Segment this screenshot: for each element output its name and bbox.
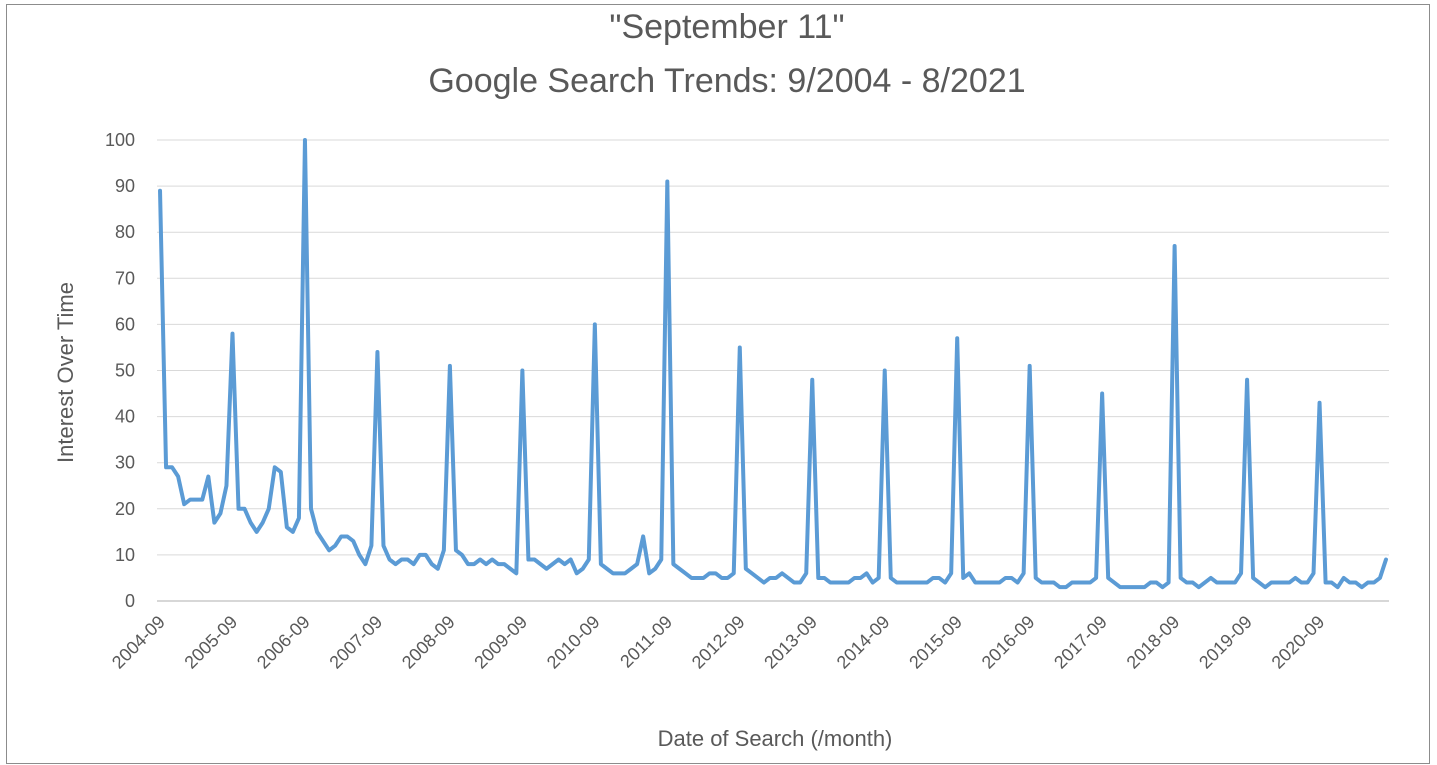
- x-tick-label: 2015-09: [905, 612, 966, 673]
- y-tick-label: 20: [115, 499, 135, 519]
- x-tick-label: 2007-09: [325, 612, 386, 673]
- x-tick-label: 2006-09: [253, 612, 314, 673]
- x-tick-label: 2011-09: [616, 612, 676, 672]
- x-axis-ticks: 2004-09 2005-09 2006-09 2007-09 2008-09 2009-…: [108, 612, 1328, 673]
- y-axis-label: Interest Over Time: [53, 282, 78, 463]
- series-group: [158, 138, 1388, 590]
- series-line: [158, 138, 1388, 590]
- x-tick-label: 2018-09: [1123, 612, 1184, 673]
- y-tick-label: 40: [115, 407, 135, 427]
- y-axis-ticks: 0 10 20 30 40 50 60 70 80 90 100: [105, 130, 135, 611]
- x-tick-label: 2012-09: [688, 612, 749, 673]
- chart-title: "September 11": [609, 8, 844, 46]
- x-tick-label: 2016-09: [978, 612, 1039, 673]
- x-tick-label: 2005-09: [180, 612, 241, 673]
- x-tick-label: 2010-09: [543, 612, 604, 673]
- y-tick-label: 10: [115, 545, 135, 565]
- x-tick-label: 2004-09: [108, 612, 169, 673]
- x-tick-label: 2019-09: [1195, 612, 1256, 673]
- x-tick-label: 2013-09: [760, 612, 821, 673]
- y-tick-label: 80: [115, 222, 135, 242]
- y-tick-label: 30: [115, 453, 135, 473]
- gridlines: [157, 139, 1389, 556]
- y-tick-label: 60: [115, 314, 135, 334]
- x-tick-label: 2014-09: [833, 612, 894, 673]
- x-tick-label: 2009-09: [470, 612, 531, 673]
- y-tick-label: 70: [115, 268, 135, 288]
- line-chart: "September 11" Google Search Trends: 9/2…: [53, 8, 1389, 751]
- y-tick-label: 100: [105, 130, 135, 150]
- chart-frame: "September 11" Google Search Trends: 9/2…: [6, 4, 1430, 764]
- x-tick-label: 2020-09: [1268, 612, 1329, 673]
- y-tick-label: 90: [115, 176, 135, 196]
- x-tick-label: 2017-09: [1050, 612, 1111, 673]
- y-tick-label: 0: [125, 591, 135, 611]
- chart-subtitle: Google Search Trends: 9/2004 - 8/2021: [428, 62, 1025, 100]
- x-tick-label: 2008-09: [398, 612, 459, 673]
- y-tick-label: 50: [115, 361, 135, 381]
- x-axis-label: Date of Search (/month): [658, 726, 893, 751]
